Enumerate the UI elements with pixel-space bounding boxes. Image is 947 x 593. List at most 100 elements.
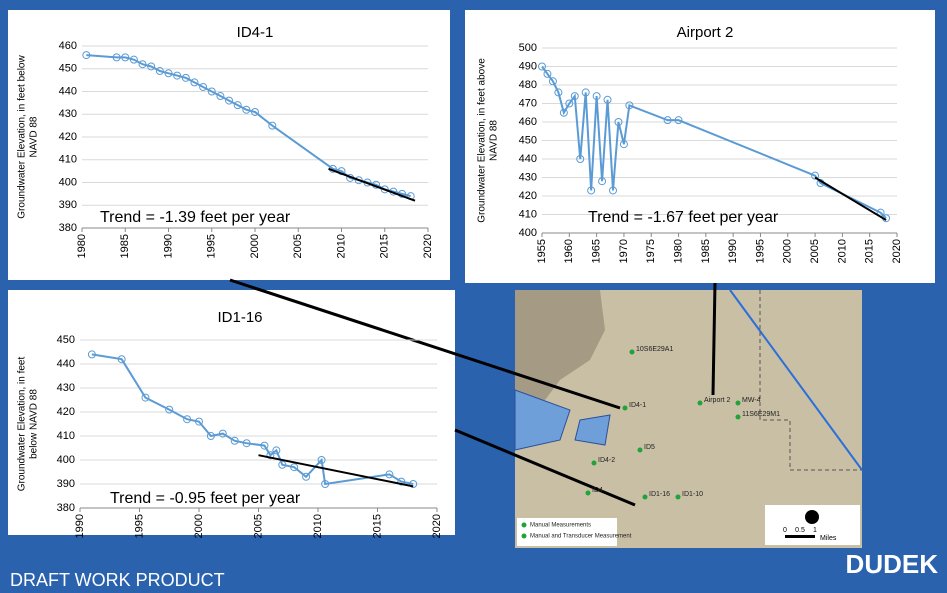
well-label: ID1-10	[682, 491, 703, 498]
well-label: ID4-1	[629, 402, 646, 409]
scale-label: 0.5	[795, 527, 805, 534]
y-tick-label: 410	[519, 208, 537, 220]
y-tick-label: 390	[59, 199, 77, 211]
chart-title: ID4-1	[237, 24, 274, 41]
well-label: ID4-2	[598, 457, 615, 464]
x-tick-label: 2015	[379, 234, 391, 258]
y-tick-label: 460	[519, 116, 537, 128]
x-tick-label: 1965	[591, 239, 603, 263]
x-tick-label: 1990	[727, 239, 739, 263]
slide: DRAFT WORK PRODUCT DUDEK ID4-1 Groundwate…	[0, 0, 947, 593]
x-tick-label: 2020	[422, 234, 434, 258]
well-label: 10S6E29A1	[636, 346, 673, 353]
x-tick-label: 2010	[335, 234, 347, 258]
x-tick-label: 2000	[249, 234, 261, 258]
x-tick-label: 2005	[809, 239, 821, 263]
well-label: ID5	[644, 444, 655, 451]
y-tick-label: 450	[519, 134, 537, 146]
y-tick-label: 450	[59, 63, 77, 75]
y-tick-label: 400	[519, 227, 537, 239]
well-marker	[736, 415, 741, 420]
scale-label: Miles	[820, 535, 837, 542]
y-tick-label: 420	[519, 190, 537, 202]
x-tick-label: 1995	[754, 239, 766, 263]
well-marker	[676, 495, 681, 500]
brand: DUDEK	[846, 549, 939, 579]
y-tick-label: 460	[59, 40, 77, 52]
x-tick-label: 2015	[864, 239, 876, 263]
y-axis-label: Groundwater Elevation, in feet below	[17, 55, 28, 219]
x-tick-label: 1985	[700, 239, 712, 263]
y-axis-label: Groundwater Elevation, in feet	[17, 357, 28, 492]
y-tick-label: 500	[519, 42, 537, 54]
x-tick-label: 1955	[536, 239, 548, 263]
x-tick-label: 1975	[645, 239, 657, 263]
well-label: MW-4	[742, 397, 761, 404]
y-tick-label: 400	[57, 454, 75, 466]
y-axis-label: below NAVD 88	[29, 389, 40, 459]
scale-bar	[785, 535, 815, 538]
x-tick-label: 1970	[618, 239, 630, 263]
x-tick-label: 1980	[76, 234, 88, 258]
y-axis-label: Groundwater Elevation, in feet above	[477, 58, 488, 223]
y-tick-label: 420	[57, 406, 75, 418]
y-tick-label: 390	[57, 478, 75, 490]
well-marker	[592, 461, 597, 466]
arrow	[713, 283, 715, 395]
y-tick-label: 410	[59, 154, 77, 166]
x-tick-label: 2010	[836, 239, 848, 263]
x-tick-label: 1995	[206, 234, 218, 258]
y-tick-label: 440	[57, 358, 75, 370]
y-tick-label: 440	[59, 85, 77, 97]
y-tick-label: 430	[59, 108, 77, 120]
x-tick-label: 2010	[312, 514, 324, 538]
well-marker	[736, 401, 741, 406]
north-arrow	[805, 510, 819, 524]
y-tick-label: 470	[519, 97, 537, 109]
footer: DRAFT WORK PRODUCT	[10, 570, 225, 590]
trend-annotation: Trend = -0.95 feet per year	[110, 490, 301, 507]
trend-annotation: Trend = -1.39 feet per year	[100, 209, 291, 226]
x-tick-label: 1960	[563, 239, 575, 263]
well-marker	[643, 495, 648, 500]
y-axis-label: NAVD 88	[489, 120, 500, 161]
x-tick-label: 2005	[252, 514, 264, 538]
chart-title: Airport 2	[677, 24, 734, 41]
x-tick-label: 1990	[162, 234, 174, 258]
x-tick-label: 2005	[292, 234, 304, 258]
legend-marker	[522, 534, 527, 539]
y-axis-label: NAVD 88	[29, 116, 40, 157]
well-label: 11S6E29M1	[742, 411, 780, 418]
x-tick-label: 2000	[193, 514, 205, 538]
trend-annotation: Trend = -1.67 feet per year	[588, 209, 779, 226]
y-tick-label: 400	[59, 176, 77, 188]
y-tick-label: 490	[519, 60, 537, 72]
well-marker	[698, 401, 703, 406]
x-tick-label: 2020	[431, 514, 443, 538]
chart-title: ID1-16	[217, 309, 262, 326]
well-label: ID1-16	[649, 491, 670, 498]
scale-label: 1	[813, 527, 817, 534]
well-marker	[586, 491, 591, 496]
x-tick-label: 2020	[891, 239, 903, 263]
scale-label: 0	[783, 527, 787, 534]
well-label: Airport 2	[704, 397, 731, 404]
y-tick-label: 430	[519, 171, 537, 183]
y-tick-label: 430	[57, 382, 75, 394]
x-tick-label: 2000	[782, 239, 794, 263]
y-tick-label: 480	[519, 79, 537, 91]
well-marker	[638, 448, 643, 453]
y-tick-label: 420	[59, 131, 77, 143]
map	[515, 290, 862, 548]
y-tick-label: 410	[57, 430, 75, 442]
x-tick-label: 1995	[133, 514, 145, 538]
well-marker	[623, 406, 628, 411]
y-tick-label: 380	[57, 502, 75, 514]
y-tick-label: 450	[57, 334, 75, 346]
x-tick-label: 1990	[74, 514, 86, 538]
legend-marker	[522, 523, 527, 528]
x-tick-label: 1980	[672, 239, 684, 263]
y-tick-label: 380	[59, 222, 77, 234]
legend-label: Manual Measurements	[530, 523, 591, 529]
x-tick-label: 2015	[371, 514, 383, 538]
